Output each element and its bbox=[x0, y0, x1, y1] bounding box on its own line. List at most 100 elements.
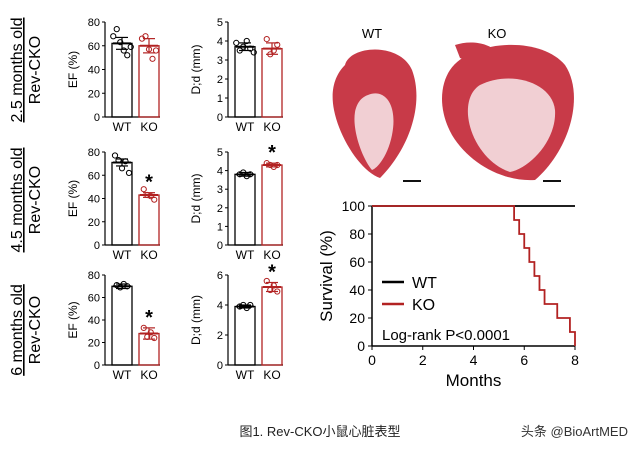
y-axis-label: EF (%) bbox=[66, 301, 80, 338]
data-point bbox=[147, 329, 154, 336]
data-point bbox=[233, 39, 240, 47]
row-label-1: 2.5 months old Rev-CKO bbox=[9, 18, 44, 123]
y-tick-label: 5 bbox=[217, 147, 223, 159]
x-tick-label: KO bbox=[263, 120, 280, 134]
ef-chart-6-months: 0 20 40 60 80 EF (%) WT KO * bbox=[66, 270, 160, 382]
y-axis-label: EF (%) bbox=[66, 51, 80, 88]
x-tick-label: KO bbox=[263, 248, 280, 262]
y-tick-label: 0 bbox=[94, 112, 100, 124]
significance-marker: * bbox=[268, 262, 276, 284]
y-axis-label: EF (%) bbox=[66, 180, 80, 217]
data-point bbox=[267, 286, 274, 294]
data-point bbox=[140, 324, 147, 331]
y-axis-label: D;d (mm) bbox=[189, 295, 203, 345]
log-rank-annotation: Log-rank P<0.0001 bbox=[382, 327, 510, 344]
y-tick-label: 2 bbox=[217, 203, 223, 215]
data-point bbox=[111, 152, 119, 159]
y-tick-label: 60 bbox=[349, 254, 365, 270]
data-point bbox=[267, 51, 274, 58]
data-point bbox=[144, 191, 151, 199]
y-axis-label: Survival (%) bbox=[317, 230, 336, 322]
data-point bbox=[152, 47, 160, 54]
row-label-2-genotype: Rev-CKO bbox=[27, 166, 44, 234]
y-tick-label: 4 bbox=[217, 36, 223, 48]
row-label-3: 6 months old Rev-CKO bbox=[9, 284, 44, 376]
data-point bbox=[274, 161, 281, 169]
data-point bbox=[240, 301, 247, 309]
wt-heart-section-image bbox=[332, 49, 417, 178]
y-tick-label: 40 bbox=[349, 282, 365, 298]
data-point bbox=[145, 46, 153, 53]
y-tick-label: 0 bbox=[217, 360, 223, 372]
bar-wt bbox=[111, 42, 133, 118]
y-tick-label: 4 bbox=[217, 166, 223, 178]
data-point bbox=[263, 160, 270, 167]
data-point bbox=[263, 36, 270, 43]
data-point bbox=[151, 196, 158, 203]
significance-marker: * bbox=[145, 172, 153, 194]
histology-ko-label: KO bbox=[488, 26, 507, 41]
y-tick-label: 40 bbox=[88, 315, 100, 327]
histology-wt-label: WT bbox=[362, 26, 382, 41]
x-tick-label: 4 bbox=[470, 352, 478, 368]
y-tick-label: 3 bbox=[217, 184, 223, 196]
data-point bbox=[247, 171, 254, 178]
y-tick-label: 0 bbox=[217, 112, 223, 124]
row-label-1-genotype: Rev-CKO bbox=[27, 36, 44, 104]
y-tick-label: 20 bbox=[88, 338, 100, 350]
bar-wt bbox=[111, 285, 133, 366]
significance-marker: * bbox=[145, 307, 153, 329]
x-tick-label: KO bbox=[263, 368, 280, 382]
data-point bbox=[144, 333, 151, 340]
bar-ko bbox=[261, 286, 283, 366]
y-tick-label: 20 bbox=[349, 310, 365, 326]
y-tick-label: 60 bbox=[88, 170, 100, 182]
ko-heart-section-image bbox=[442, 42, 574, 181]
data-point bbox=[140, 186, 147, 193]
dd-chart-4-5-months: 0 1 2 3 4 5 D;d (mm) WT KO * bbox=[189, 142, 283, 262]
y-tick-label: 0 bbox=[357, 338, 365, 354]
y-tick-label: 80 bbox=[88, 147, 100, 159]
y-tick-label: 80 bbox=[349, 226, 365, 242]
data-point bbox=[117, 39, 124, 46]
y-tick-label: 0 bbox=[217, 240, 223, 252]
dd-chart-2-5-months: 0 1 2 3 4 5 D;d (mm) WT KO bbox=[189, 17, 283, 134]
x-tick-label: 2 bbox=[419, 352, 427, 368]
y-tick-label: 20 bbox=[88, 88, 100, 100]
watermark: 头条 @BioArtMED bbox=[520, 424, 628, 439]
data-point bbox=[110, 33, 117, 40]
x-tick-label: KO bbox=[140, 120, 157, 134]
y-tick-label: 0 bbox=[94, 240, 100, 252]
data-point bbox=[274, 41, 281, 48]
figure-caption: 图1. Rev-CKO小鼠心脏表型 bbox=[239, 424, 401, 439]
data-point bbox=[274, 288, 281, 295]
data-point bbox=[240, 169, 247, 176]
data-point bbox=[118, 165, 126, 172]
bar-ko bbox=[261, 164, 283, 246]
y-tick-label: 80 bbox=[88, 17, 100, 29]
y-axis-label: D;d (mm) bbox=[189, 174, 203, 224]
row-label-1-age: 2.5 months old bbox=[9, 18, 26, 123]
y-tick-label: 20 bbox=[88, 217, 100, 229]
y-tick-label: 40 bbox=[88, 65, 100, 77]
figure-panel: 2.5 months old Rev-CKO 4.5 months old Re… bbox=[9, 17, 579, 390]
survival-chart: 0 20 40 60 80 100 0 2 4 6 8 Months Survival (%) WT KO L… bbox=[317, 198, 579, 390]
legend-label-ko: KO bbox=[412, 297, 435, 314]
data-point bbox=[113, 26, 120, 33]
data-point bbox=[243, 37, 250, 45]
y-tick-label: 5 bbox=[217, 17, 223, 29]
bar-ko bbox=[138, 194, 160, 246]
x-tick-label: WT bbox=[113, 120, 132, 134]
y-tick-label: 40 bbox=[88, 194, 100, 206]
x-tick-label: WT bbox=[236, 120, 255, 134]
bar-wt bbox=[234, 173, 256, 246]
data-point bbox=[247, 301, 254, 309]
data-point bbox=[270, 282, 277, 289]
histology-panel: WT KO bbox=[332, 26, 574, 182]
legend-label-wt: WT bbox=[412, 275, 437, 292]
data-point bbox=[243, 304, 250, 312]
data-point bbox=[127, 43, 134, 51]
dd-chart-6-months: 0 2 4 6 D;d (mm) WT KO * bbox=[189, 262, 283, 382]
data-point bbox=[236, 47, 243, 54]
x-tick-label: WT bbox=[236, 368, 255, 382]
